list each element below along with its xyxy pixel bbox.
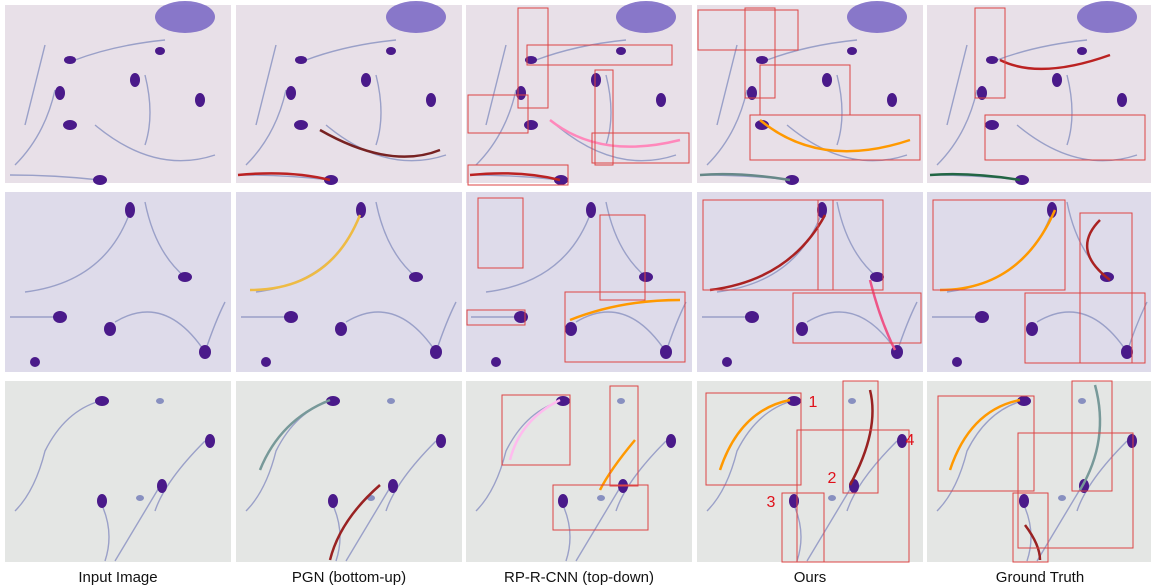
column-label: PGN (bottom-up) [292,569,406,586]
panels [5,1,1151,562]
column-label: Input Image [78,569,157,586]
annotation: 1 [809,394,818,411]
column-labels: Input Image PGN (bottom-up) RP-R-CNN (to… [78,569,1084,586]
figure: Input Image PGN (bottom-up) RP-R-CNN (to… [0,0,1151,587]
annotation: 4 [906,432,915,449]
annotation: 2 [828,470,837,487]
column-label: Ours [794,569,827,586]
column-label: RP-R-CNN (top-down) [504,569,654,586]
column-label: Ground Truth [996,569,1084,586]
annotation: 3 [767,494,776,511]
